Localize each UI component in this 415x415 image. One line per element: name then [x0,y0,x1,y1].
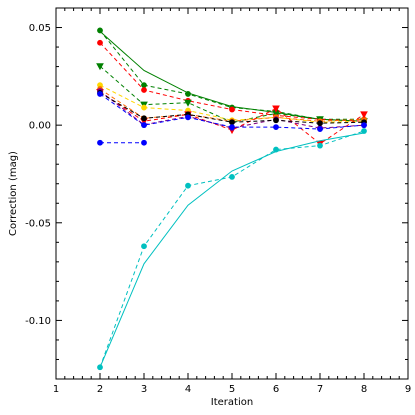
y-tick-label: -0.05 [25,218,51,229]
x-tick-label: 3 [141,384,147,395]
data-point [97,39,103,46]
series-10 [97,139,147,146]
series-4 [97,82,367,126]
data-point [185,114,191,121]
data-point [360,111,368,119]
data-point [273,146,279,153]
data-point [229,124,235,131]
data-point [96,63,104,71]
series-11 [99,132,365,368]
data-point [273,124,279,131]
data-point [141,122,147,129]
data-point [317,120,323,127]
series-3 [96,63,368,127]
data-point [141,139,147,146]
data-point [361,122,367,129]
x-tick-label: 4 [185,384,191,395]
data-point [141,115,147,122]
data-point [185,182,191,189]
x-tick-label: 8 [361,384,367,395]
data-point [272,105,280,113]
series-layer [96,27,368,371]
data-point [184,99,192,107]
data-point [317,142,323,149]
series-line [99,84,365,123]
y-tick-label: -0.10 [25,316,51,327]
series-line [99,65,365,123]
x-axis-title: Iteration [211,397,253,408]
x-tick-label: 9 [405,384,411,395]
y-axis-title: Correction (mag) [8,151,19,236]
data-point [141,104,147,111]
data-point [97,139,103,146]
x-tick-label: 6 [273,384,279,395]
series-12 [97,128,367,371]
y-tick-label: 0.00 [29,121,51,132]
ticks-layer: 1 2 3 4 5 6 7 8 9 0.05 0.00 -0.05 -0.10 [25,7,411,395]
data-point [273,117,279,124]
data-point [361,128,367,134]
y-tick-label: 0.05 [29,23,51,34]
plot-frame [55,7,409,380]
data-point [317,126,323,132]
x-tick-label: 1 [53,384,59,395]
data-point [97,364,103,371]
data-point [141,82,147,89]
x-tick-label: 7 [317,384,323,395]
data-point [185,91,191,97]
series-9 [97,91,367,132]
series-line [99,132,365,368]
data-point [97,27,103,34]
data-point [229,106,235,113]
data-point [141,243,147,250]
data-point [141,87,147,93]
data-point [229,174,235,180]
x-tick-label: 5 [229,384,235,395]
data-point [97,91,103,97]
data-point [229,119,235,126]
series-line [99,130,365,368]
x-tick-label: 2 [97,384,103,395]
series-2 [97,39,367,125]
